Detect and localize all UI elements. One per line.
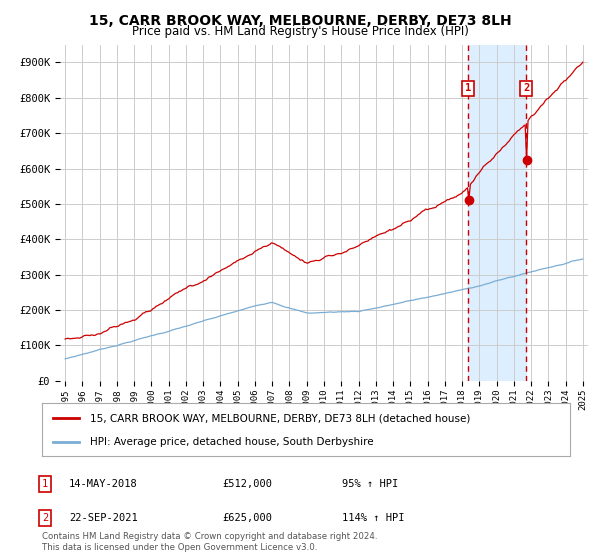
Text: 2: 2 bbox=[42, 513, 48, 523]
Text: 114% ↑ HPI: 114% ↑ HPI bbox=[342, 513, 404, 523]
Text: 22-SEP-2021: 22-SEP-2021 bbox=[69, 513, 138, 523]
Text: £625,000: £625,000 bbox=[222, 513, 272, 523]
Text: Contains HM Land Registry data © Crown copyright and database right 2024.
This d: Contains HM Land Registry data © Crown c… bbox=[42, 532, 377, 552]
Text: 2: 2 bbox=[523, 83, 529, 94]
Text: 1: 1 bbox=[465, 83, 472, 94]
Text: Price paid vs. HM Land Registry's House Price Index (HPI): Price paid vs. HM Land Registry's House … bbox=[131, 25, 469, 38]
Text: 15, CARR BROOK WAY, MELBOURNE, DERBY, DE73 8LH: 15, CARR BROOK WAY, MELBOURNE, DERBY, DE… bbox=[89, 14, 511, 28]
Text: 95% ↑ HPI: 95% ↑ HPI bbox=[342, 479, 398, 489]
Text: 14-MAY-2018: 14-MAY-2018 bbox=[69, 479, 138, 489]
Text: HPI: Average price, detached house, South Derbyshire: HPI: Average price, detached house, Sout… bbox=[89, 436, 373, 446]
Bar bbox=[469, 45, 526, 381]
Text: 1: 1 bbox=[42, 479, 48, 489]
Text: £512,000: £512,000 bbox=[222, 479, 272, 489]
Text: 15, CARR BROOK WAY, MELBOURNE, DERBY, DE73 8LH (detached house): 15, CARR BROOK WAY, MELBOURNE, DERBY, DE… bbox=[89, 413, 470, 423]
